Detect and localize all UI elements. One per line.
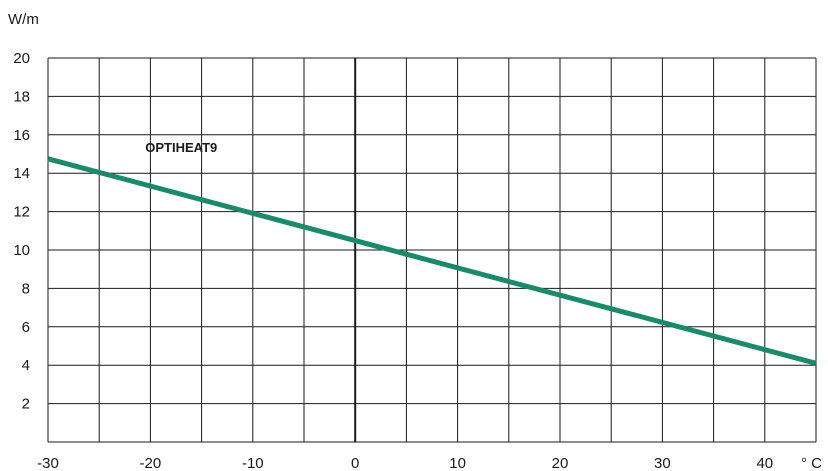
x-tick-label: 10 (449, 455, 466, 471)
x-tick-label: 40 (756, 455, 773, 471)
x-tick-label: -10 (242, 455, 264, 471)
series-label: OPTIHEAT9 (145, 140, 217, 155)
y-tick-label: 2 (22, 396, 30, 413)
x-tick-label: 20 (552, 455, 569, 471)
series-line-optiheat9 (47, 156, 817, 366)
x-axis-unit-label: ° C (801, 455, 822, 471)
series-layer: OPTIHEAT9 (47, 140, 817, 366)
x-tick-label: -20 (140, 455, 162, 471)
x-tick-label: 30 (654, 455, 671, 471)
x-tick-label: -30 (37, 455, 59, 471)
y-tick-label: 4 (22, 357, 30, 374)
y-tick-label: 10 (13, 242, 30, 259)
y-tick-label: 16 (13, 127, 30, 144)
y-tick-label: 6 (22, 319, 30, 336)
grid (47, 57, 817, 443)
y-tick-label: 18 (13, 88, 30, 105)
y-tick-label: 12 (13, 204, 30, 221)
x-tick-label: 0 (351, 455, 359, 471)
y-tick-label: 20 (13, 50, 30, 67)
y-axis-unit-label: W/m (8, 11, 39, 28)
axis-ticks: -30 -20 -10 0 10 20 30 40 2 4 6 8 10 12 14 16 18 20 (13, 50, 773, 471)
y-tick-label: 14 (13, 165, 30, 182)
y-tick-label: 8 (22, 280, 30, 297)
